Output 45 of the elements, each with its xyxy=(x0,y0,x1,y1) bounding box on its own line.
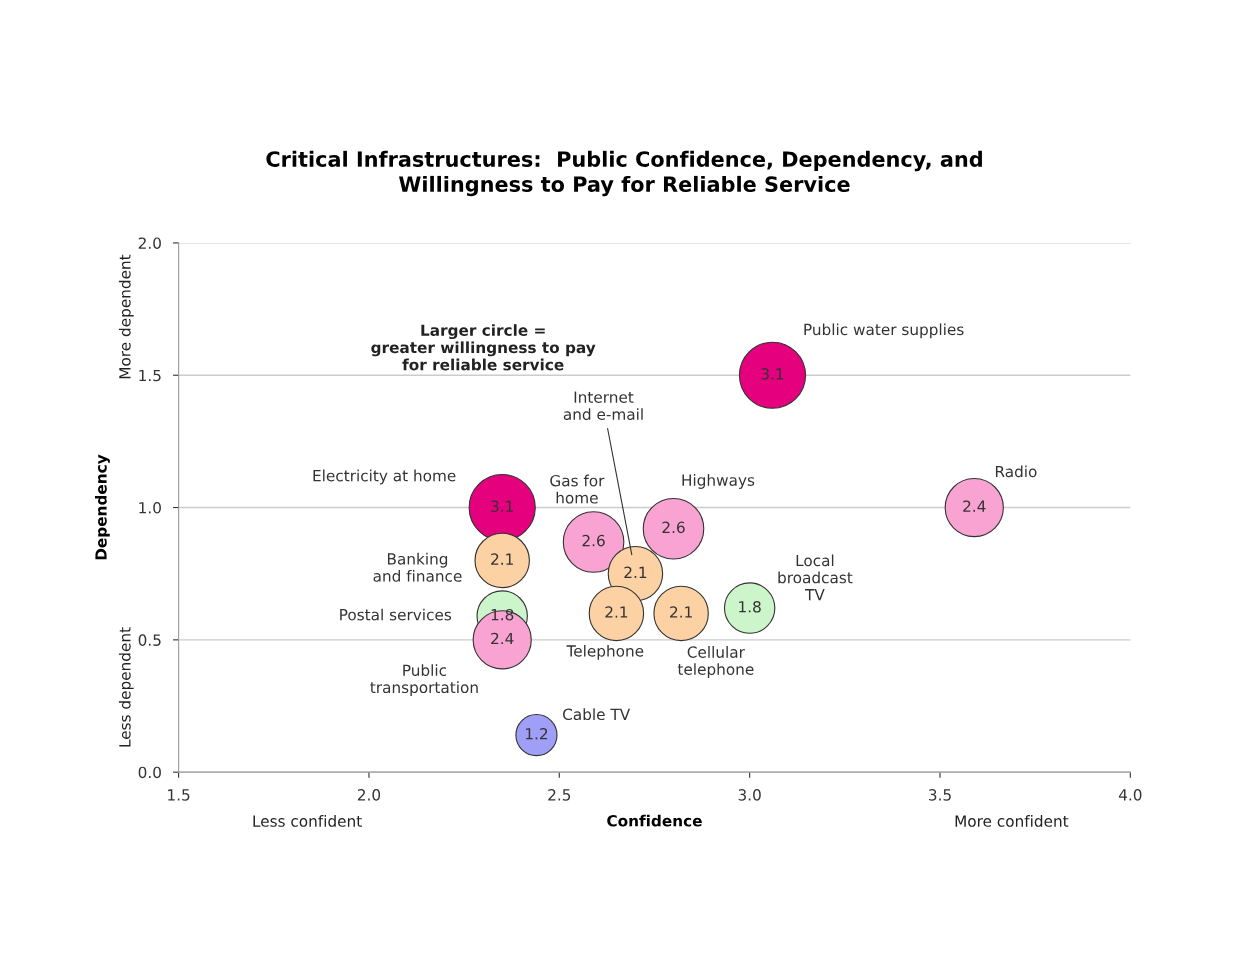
data-label: 2.4 xyxy=(963,500,986,512)
series-label: Telephone xyxy=(566,644,644,660)
data-label: 2.6 xyxy=(582,534,605,547)
data-label: 2.4 xyxy=(491,632,514,645)
data-label: 3.1 xyxy=(491,500,513,512)
series-label: Banking and finance xyxy=(373,552,462,582)
series-label: Cellular telephone xyxy=(677,646,754,678)
x-axis-title: Confidence xyxy=(607,814,702,827)
x-tick-label: 4.0 xyxy=(1118,789,1142,801)
chart-title: Critical Infrastructures: Public Confidence, Dependency, and Willingness to Pay for Reliable Service xyxy=(266,150,982,197)
series-label: Gas for home xyxy=(550,474,605,504)
data-label: 3.1 xyxy=(761,368,784,380)
series-label: Radio xyxy=(995,465,1037,478)
data-label: 1.8 xyxy=(491,608,514,621)
y-tick-label: 1.0 xyxy=(139,502,161,514)
series-label: Local broadcast TV xyxy=(778,554,853,601)
x-tick-label: 3.5 xyxy=(929,789,951,801)
text: Less dependent xyxy=(118,627,134,747)
series-label: Public transportation xyxy=(370,664,478,697)
y-tick-label: 2.0 xyxy=(138,237,161,249)
x-tick-label: 2.0 xyxy=(357,789,381,801)
text: More dependent xyxy=(118,254,134,379)
data-label: 2.1 xyxy=(605,606,628,618)
x-tick-label: 1.5 xyxy=(168,789,190,801)
annotation: Larger circle = greater willingness to pay for reliable service xyxy=(371,324,596,371)
data-label: 2.6 xyxy=(662,521,685,534)
data-label: 2.1 xyxy=(624,566,647,578)
y-tick-label: 0.0 xyxy=(138,766,161,779)
series-label: Public water supplies xyxy=(804,323,964,339)
data-label: 2.1 xyxy=(670,606,692,618)
series-label: Electricity at home xyxy=(313,469,456,485)
x-tick-label: 3.0 xyxy=(738,789,761,801)
text: More confident xyxy=(955,815,1069,827)
x-tick-label: 2.5 xyxy=(548,789,571,801)
y-tick-label: 1.5 xyxy=(139,369,161,382)
series-label: Cable TV xyxy=(563,708,631,721)
y-tick-label: 0.5 xyxy=(138,634,161,646)
data-label: 1.2 xyxy=(525,727,548,740)
data-label: 1.8 xyxy=(739,600,761,613)
series-label: Highways xyxy=(682,474,755,489)
data-label: 2.1 xyxy=(491,553,513,565)
y-axis-title: Dependency xyxy=(94,454,110,560)
series-label: Postal services xyxy=(340,608,452,621)
text: Internet and e-mail xyxy=(563,391,643,421)
text: Less confident xyxy=(253,815,362,827)
